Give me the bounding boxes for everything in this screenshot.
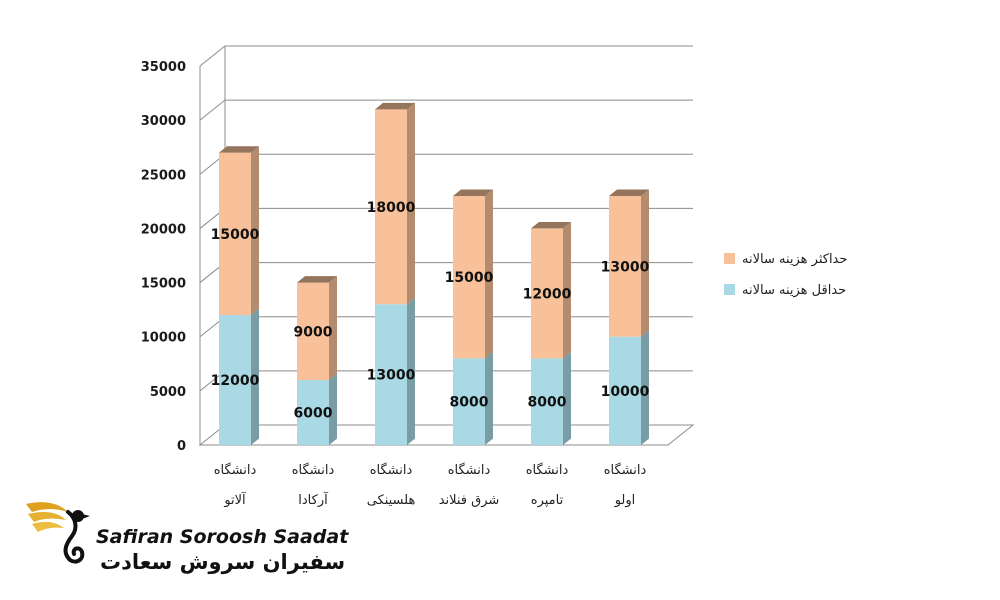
y-axis-ticks: 0 5000 10000 15000 20000 25000 30000 35000 — [141, 60, 186, 454]
category-label: آلاتو — [223, 491, 247, 508]
bar-side — [407, 297, 415, 445]
bar-top — [297, 276, 337, 283]
bar-front — [531, 358, 563, 445]
bar-segment — [375, 102, 415, 305]
gridline-diagonal — [199, 45, 226, 67]
data-label: 9000 — [294, 324, 333, 340]
bar-side — [329, 276, 337, 381]
bar-side — [251, 146, 259, 316]
bar-front — [609, 336, 641, 445]
legend-swatch — [724, 284, 735, 295]
bar-segment — [453, 189, 493, 359]
data-label: 10000 — [601, 384, 650, 400]
y-tick-label: 10000 — [141, 331, 186, 346]
bar-top — [453, 189, 493, 196]
data-label: 12000 — [523, 286, 572, 302]
bar-front — [453, 358, 485, 445]
category-label: دانشگاه — [370, 462, 413, 478]
y-tick-label: 25000 — [141, 168, 186, 183]
bar-side — [563, 351, 571, 445]
bar-front — [531, 228, 563, 359]
y-tick-label: 15000 — [141, 277, 186, 292]
x-axis-categories: دانشگاه آلاتو دانشگاه آرکادا دانشگاه هلسینکی د… — [214, 462, 647, 508]
legend-swatch — [724, 253, 735, 264]
category-label: دانشگاه — [292, 462, 335, 478]
y-tick-label: 30000 — [141, 114, 186, 129]
bar-side — [407, 102, 415, 305]
bar-side — [329, 373, 337, 445]
bar-front — [219, 315, 251, 445]
y-tick-label: 0 — [177, 439, 186, 454]
bar-segment — [219, 146, 259, 316]
bar-front — [297, 282, 329, 381]
bar-side — [641, 189, 649, 337]
category-label: اولو — [614, 493, 636, 508]
brand-name-persian: سفیران سروش سعادت — [100, 550, 346, 574]
bar-side — [485, 189, 493, 359]
bar-segment — [531, 222, 571, 359]
category-label: شرق فنلاند — [439, 493, 500, 508]
bar-front — [609, 195, 641, 337]
bar-front — [219, 152, 251, 316]
bar-top — [609, 189, 649, 196]
bar-side — [641, 330, 649, 445]
data-label: 12000 — [211, 373, 260, 389]
bar-top — [219, 146, 259, 153]
bar-top — [531, 222, 571, 229]
bar-segment — [531, 351, 571, 445]
data-label: 13000 — [367, 368, 416, 384]
bar-front — [297, 380, 329, 445]
brand-logo: Safiran Soroosh Saadat سفیران سروش سعادت — [22, 494, 348, 584]
category-label: دانشگاه — [604, 462, 647, 478]
bars — [219, 102, 649, 445]
bar-front — [375, 109, 407, 305]
brand-name-english: Safiran Soroosh Saadat — [96, 526, 349, 548]
data-label: 15000 — [445, 270, 494, 286]
bar-segment — [297, 276, 337, 381]
bar-segment — [453, 351, 493, 445]
bar-side — [485, 351, 493, 445]
bar-segment — [609, 330, 649, 445]
bar-segment — [609, 189, 649, 337]
bar-front — [375, 304, 407, 445]
y-tick-label: 20000 — [141, 222, 186, 237]
bar-side — [563, 222, 571, 359]
data-label: 8000 — [450, 395, 489, 411]
swan-wing-logo-icon — [26, 502, 90, 564]
legend: حداکثر هزینه سالانه حداقل هزینه سالانه — [724, 252, 847, 298]
bar-segment — [297, 373, 337, 445]
bar-side — [251, 308, 259, 445]
y-tick-label: 5000 — [150, 385, 186, 400]
data-label: 6000 — [294, 406, 333, 422]
category-label: هلسینکی — [367, 493, 416, 508]
data-label: 15000 — [211, 227, 260, 243]
bar-top — [375, 102, 415, 110]
category-label: تامپره — [531, 493, 564, 508]
bar-segment — [375, 297, 415, 445]
data-label: 13000 — [601, 259, 650, 275]
data-label: 18000 — [367, 200, 416, 216]
category-label: آرکادا — [298, 491, 329, 508]
floor — [198, 424, 695, 446]
category-label: دانشگاه — [214, 462, 257, 478]
y-tick-label: 35000 — [141, 60, 186, 75]
category-label: دانشگاه — [448, 462, 491, 478]
data-labels: 12000 15000 6000 9000 13000 18000 8000 15000 800… — [211, 200, 650, 422]
gridline-diagonal — [199, 99, 226, 121]
bar-segment — [219, 308, 259, 445]
data-label: 8000 — [528, 395, 567, 411]
category-label: دانشگاه — [526, 462, 569, 478]
legend-label: حداکثر هزینه سالانه — [742, 252, 847, 267]
bar-front — [453, 195, 485, 359]
legend-label: حداقل هزینه سالانه — [742, 283, 846, 298]
